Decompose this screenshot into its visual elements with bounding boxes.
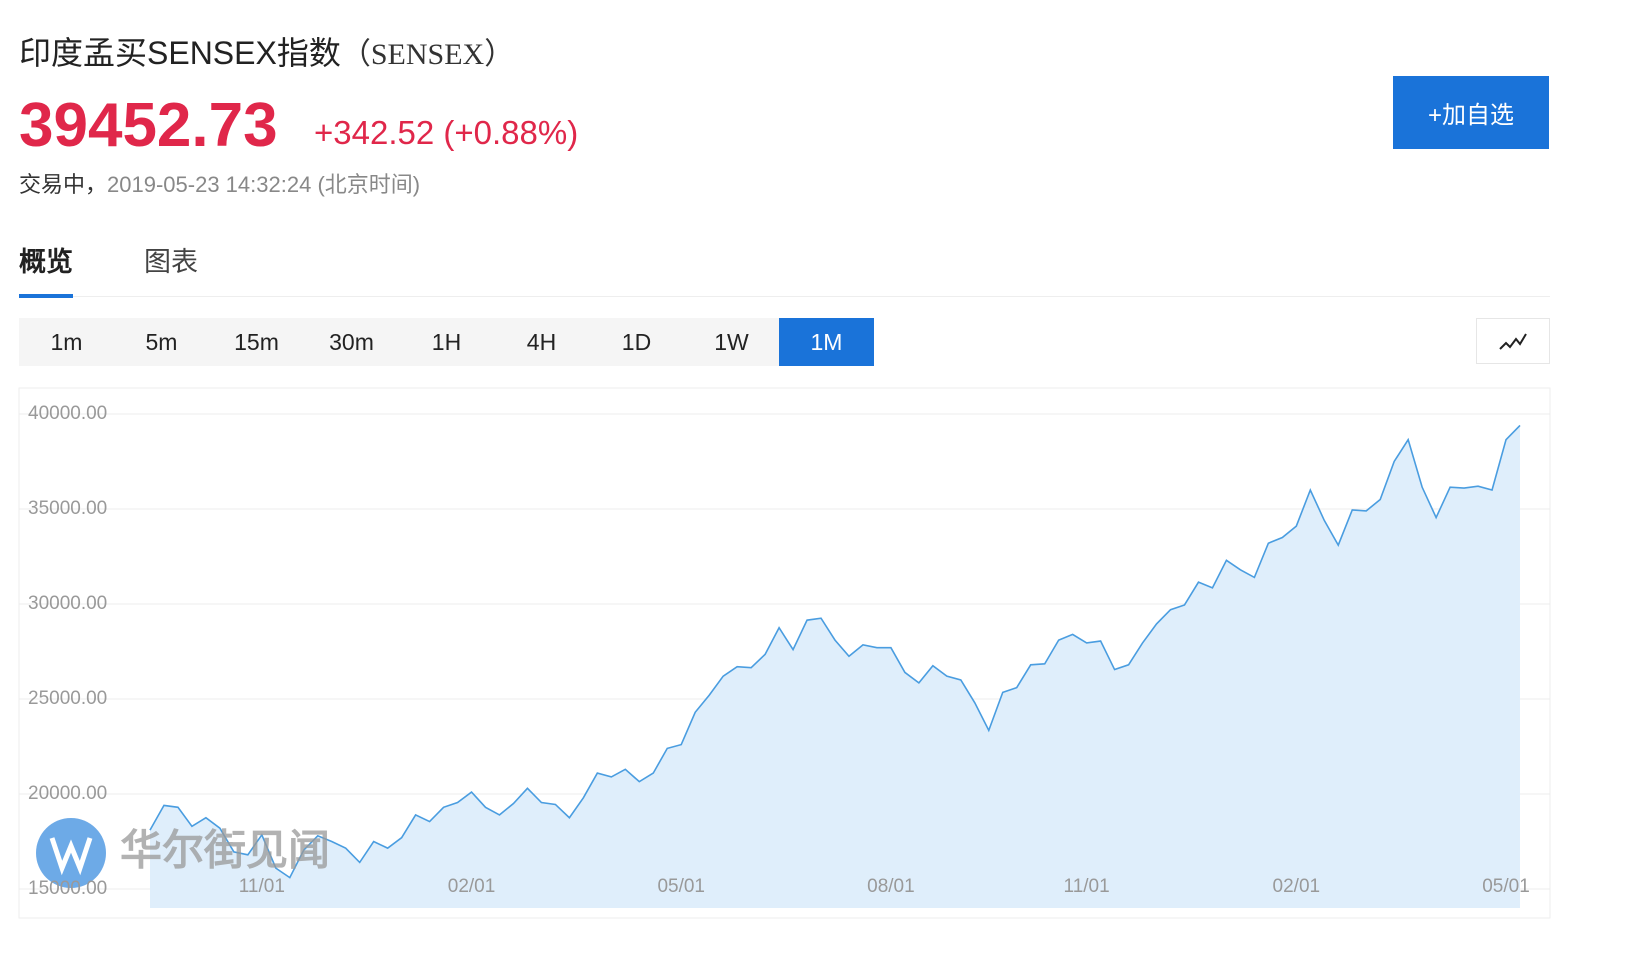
watermark: 华尔街见闻 [36, 818, 330, 888]
period-button[interactable]: 15m [234, 328, 279, 355]
price: 39452.73 [19, 91, 278, 160]
period-button[interactable]: 1H [431, 328, 462, 355]
timezone: (北京时间) [317, 172, 421, 197]
tab[interactable]: 概览 [19, 240, 73, 298]
logo-mark [49, 837, 93, 876]
icon [1499, 333, 1527, 350]
change-line: +342.52 (+0.88%) [314, 114, 578, 152]
logo [36, 818, 106, 888]
add-button[interactable]: +加自选 [1393, 76, 1549, 149]
area [150, 425, 1520, 908]
period-button[interactable]: 30m [329, 328, 374, 355]
y-tick-label: 30000.00 [28, 593, 107, 614]
period-button[interactable]: 1W [714, 328, 749, 355]
time: 2019-05-23 14:32:24 [107, 172, 312, 197]
watermark-text: 华尔街见闻 [120, 828, 330, 875]
x-tick-label: 02/01 [1273, 876, 1321, 897]
title: 印度孟买SENSEX指数 [19, 35, 341, 71]
code: （SENSEX） [340, 38, 515, 71]
y-tick-label: 25000.00 [28, 688, 107, 709]
x-tick-label: 05/01 [657, 876, 705, 897]
change: +342.52 [314, 114, 435, 151]
y-tick-label: 20000.00 [28, 783, 107, 804]
period-button[interactable]: 5m [145, 328, 178, 355]
status: 交易中， [19, 172, 108, 197]
chart-frame [18, 387, 1551, 919]
x-tick-label: 11/01 [1064, 876, 1110, 897]
x-tick-label: 02/01 [448, 876, 496, 897]
period-button[interactable]: 1D [621, 328, 652, 355]
status-line: 交易中，2019-05-23 14:32:24 (北京时间) [19, 167, 420, 199]
x-tick-label: 05/01 [1482, 876, 1530, 897]
y-tick-label: 40000.00 [28, 403, 107, 424]
x-tick-label: 08/01 [867, 876, 915, 897]
x-tick-label: 11/01 [239, 876, 285, 897]
title-line: 印度孟买SENSEX指数（SENSEX） [19, 28, 514, 74]
period-button[interactable]: 4H [526, 328, 557, 355]
chart-type-button[interactable] [1476, 318, 1550, 364]
period-bar: 1m 5m 15m 30m 1H 4H 1D 1W 1M [19, 318, 874, 366]
y-tick-label: 35000.00 [28, 498, 107, 519]
y-tick-label: 15000.00 [28, 878, 107, 899]
period-button[interactable]: 1M [779, 318, 874, 366]
tab[interactable]: 图表 [144, 247, 198, 277]
change-percent: (+0.88%) [443, 114, 579, 151]
line [149, 424, 1521, 879]
period-button[interactable]: 1m [50, 328, 83, 355]
tabs: 概览 图表 [19, 240, 1550, 298]
